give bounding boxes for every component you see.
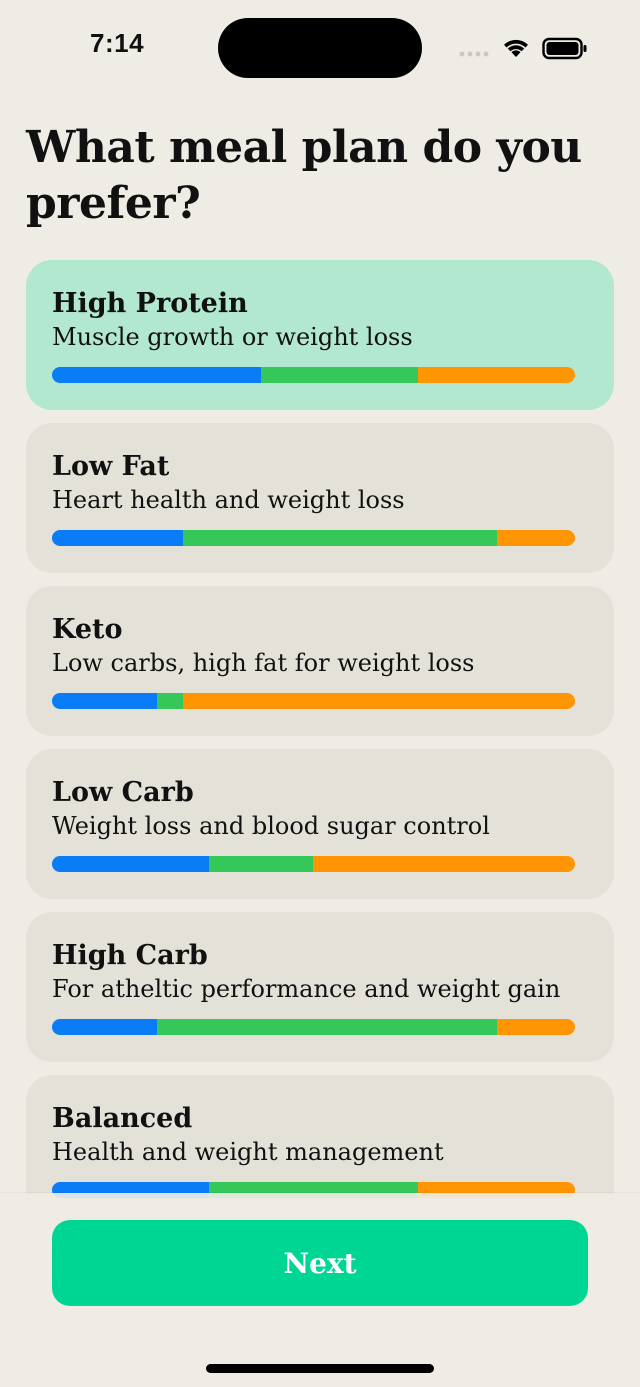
status-bar: 7:14	[0, 0, 640, 96]
dynamic-island	[218, 18, 422, 78]
macro-segment-fat	[496, 1019, 575, 1035]
plan-name: Low Carb	[52, 777, 194, 808]
macro-segment-carbs	[261, 367, 419, 383]
plan-description: Weight loss and blood sugar control	[52, 812, 490, 840]
plan-description: Heart health and weight loss	[52, 486, 405, 514]
macro-segment-protein	[52, 530, 183, 546]
macro-segment-carbs	[156, 1019, 497, 1035]
plan-description: For atheltic performance and weight gain	[52, 975, 561, 1003]
home-indicator[interactable]	[206, 1364, 434, 1373]
macro-segment-protein	[52, 367, 262, 383]
plan-name: Low Fat	[52, 451, 170, 482]
plan-card-keto[interactable]: Keto Low carbs, high fat for weight loss	[26, 586, 614, 736]
macro-segment-fat	[496, 530, 575, 546]
macro-segment-fat	[182, 693, 575, 709]
next-button[interactable]: Next	[52, 1220, 588, 1306]
macro-segment-fat	[418, 367, 575, 383]
status-icons	[458, 34, 598, 62]
macro-segment-fat	[313, 856, 575, 872]
macro-segment-protein	[52, 1019, 157, 1035]
macro-bar	[52, 1019, 575, 1035]
macro-bar	[52, 530, 575, 546]
plan-name: High Protein	[52, 288, 248, 319]
plan-card-low-carb[interactable]: Low Carb Weight loss and blood sugar con…	[26, 749, 614, 899]
footer: Next	[0, 1193, 640, 1387]
plan-card-high-protein[interactable]: High Protein Muscle growth or weight los…	[26, 260, 614, 410]
macro-segment-carbs	[182, 530, 497, 546]
status-time: 7:14	[90, 28, 145, 58]
plan-card-low-fat[interactable]: Low Fat Heart health and weight loss	[26, 423, 614, 573]
macro-segment-carbs	[208, 856, 314, 872]
macro-segment-protein	[52, 693, 157, 709]
plan-name: Keto	[52, 614, 123, 645]
battery-icon	[542, 37, 587, 60]
macro-segment-protein	[52, 856, 209, 872]
macro-bar	[52, 693, 575, 709]
cellular-signal-icon	[459, 51, 489, 57]
page-title: What meal plan do you prefer?	[26, 122, 582, 229]
plan-name: High Carb	[52, 940, 208, 971]
plan-name: Balanced	[52, 1103, 193, 1134]
macro-segment-carbs	[156, 693, 183, 709]
plan-card-high-carb[interactable]: High Carb For atheltic performance and w…	[26, 912, 614, 1062]
macro-bar	[52, 856, 575, 872]
plan-description: Low carbs, high fat for weight loss	[52, 649, 475, 677]
macro-bar	[52, 367, 575, 383]
wifi-icon	[504, 39, 528, 57]
plan-description: Health and weight management	[52, 1138, 444, 1166]
plan-description: Muscle growth or weight loss	[52, 323, 413, 351]
